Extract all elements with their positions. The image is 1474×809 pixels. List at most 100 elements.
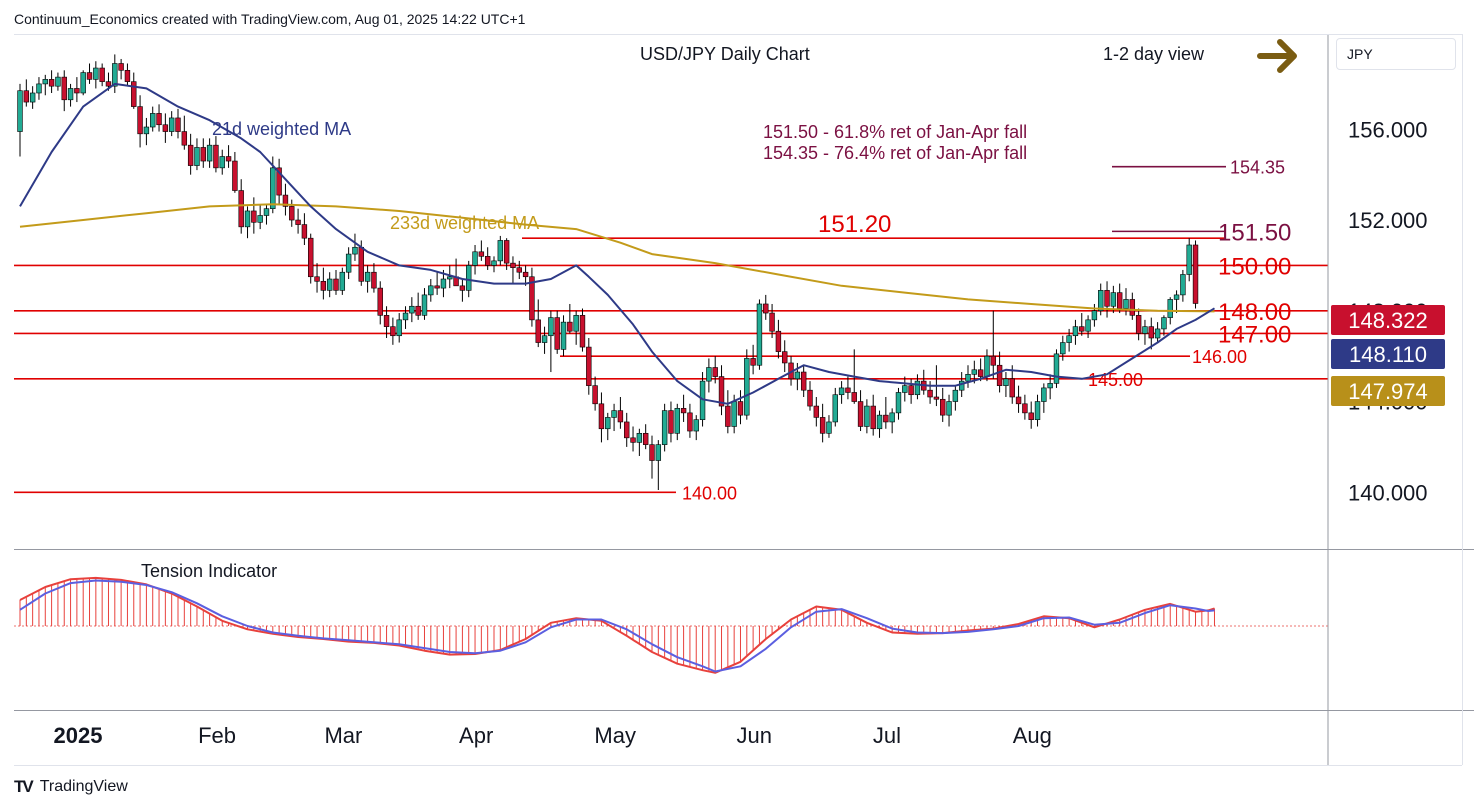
candle[interactable]	[491, 256, 497, 273]
candle[interactable]	[1072, 319, 1079, 345]
candle[interactable]	[548, 310, 554, 373]
candle[interactable]	[725, 390, 731, 434]
candle[interactable]	[535, 299, 541, 348]
candle[interactable]	[1180, 269, 1186, 302]
candle[interactable]	[390, 317, 396, 345]
candle[interactable]	[213, 136, 219, 173]
candle[interactable]	[320, 267, 327, 300]
candle[interactable]	[516, 260, 522, 280]
candle[interactable]	[554, 310, 560, 354]
candle[interactable]	[48, 70, 55, 93]
candle[interactable]	[415, 292, 421, 320]
candle[interactable]	[940, 387, 946, 422]
candle[interactable]	[1041, 383, 1047, 413]
candle[interactable]	[611, 403, 617, 432]
candle[interactable]	[1123, 288, 1129, 316]
candle[interactable]	[206, 138, 213, 168]
candle[interactable]	[453, 258, 459, 287]
candle[interactable]	[756, 299, 763, 370]
candle[interactable]	[775, 319, 782, 359]
candle[interactable]	[187, 133, 194, 175]
candle[interactable]	[156, 104, 162, 132]
candle[interactable]	[295, 208, 301, 234]
candle[interactable]	[263, 204, 270, 225]
candle[interactable]	[579, 308, 586, 352]
candle[interactable]	[800, 365, 807, 397]
candle[interactable]	[674, 403, 680, 441]
candle[interactable]	[503, 238, 510, 270]
candle[interactable]	[301, 213, 308, 245]
candle[interactable]	[857, 390, 864, 432]
candle[interactable]	[706, 358, 712, 393]
candle[interactable]	[29, 86, 36, 109]
candle[interactable]	[750, 344, 756, 375]
candle[interactable]	[472, 244, 478, 275]
candle[interactable]	[112, 54, 118, 93]
candle[interactable]	[308, 233, 314, 284]
candle[interactable]	[1085, 315, 1091, 339]
candle[interactable]	[1135, 308, 1142, 341]
candle[interactable]	[630, 426, 636, 452]
candle[interactable]	[1148, 317, 1154, 350]
candle[interactable]	[1053, 349, 1060, 388]
candle[interactable]	[17, 83, 23, 157]
candle[interactable]	[744, 349, 750, 420]
candle[interactable]	[1173, 290, 1180, 314]
candle[interactable]	[813, 396, 820, 427]
candle[interactable]	[617, 396, 624, 429]
candle[interactable]	[864, 399, 870, 434]
candle[interactable]	[42, 74, 48, 96]
candle[interactable]	[276, 158, 282, 205]
candle[interactable]	[225, 145, 232, 168]
candle[interactable]	[636, 428, 643, 456]
candle[interactable]	[908, 378, 914, 404]
candle[interactable]	[883, 396, 889, 429]
candle[interactable]	[447, 265, 453, 289]
candle[interactable]	[592, 376, 598, 411]
candle[interactable]	[1079, 313, 1085, 336]
candle[interactable]	[895, 387, 902, 420]
candle[interactable]	[541, 326, 548, 354]
candle[interactable]	[1186, 238, 1192, 282]
candle[interactable]	[510, 256, 516, 284]
candle[interactable]	[687, 403, 693, 438]
candle[interactable]	[826, 415, 832, 438]
candle[interactable]	[181, 115, 188, 150]
candle[interactable]	[965, 365, 971, 388]
candle[interactable]	[409, 297, 415, 323]
candlestick-series[interactable]	[17, 54, 1199, 491]
candle[interactable]	[870, 394, 876, 436]
candle[interactable]	[345, 247, 352, 280]
candle[interactable]	[339, 267, 346, 295]
candle[interactable]	[693, 415, 699, 441]
candle[interactable]	[150, 106, 156, 132]
candle[interactable]	[624, 412, 630, 447]
tradingview-logo[interactable]: TV TradingView	[14, 777, 128, 797]
candle[interactable]	[282, 183, 289, 216]
candle[interactable]	[889, 408, 895, 434]
candle[interactable]	[194, 138, 200, 171]
candle[interactable]	[680, 394, 687, 422]
candle[interactable]	[1003, 372, 1009, 397]
candle[interactable]	[168, 111, 175, 137]
candle[interactable]	[819, 403, 826, 443]
candle[interactable]	[143, 117, 150, 146]
candle[interactable]	[914, 374, 921, 400]
candle[interactable]	[137, 95, 143, 148]
candle[interactable]	[902, 376, 908, 402]
candle[interactable]	[990, 310, 996, 379]
candle[interactable]	[251, 197, 257, 234]
candle[interactable]	[1047, 374, 1053, 400]
candle[interactable]	[668, 401, 674, 443]
candle[interactable]	[99, 63, 105, 87]
candle[interactable]	[289, 199, 295, 227]
candle[interactable]	[421, 288, 428, 320]
candle[interactable]	[61, 70, 67, 112]
candle[interactable]	[838, 381, 845, 404]
candle[interactable]	[118, 58, 124, 80]
candle[interactable]	[1142, 319, 1148, 345]
candle[interactable]	[352, 233, 358, 261]
candle[interactable]	[845, 376, 851, 400]
candle[interactable]	[200, 138, 206, 168]
